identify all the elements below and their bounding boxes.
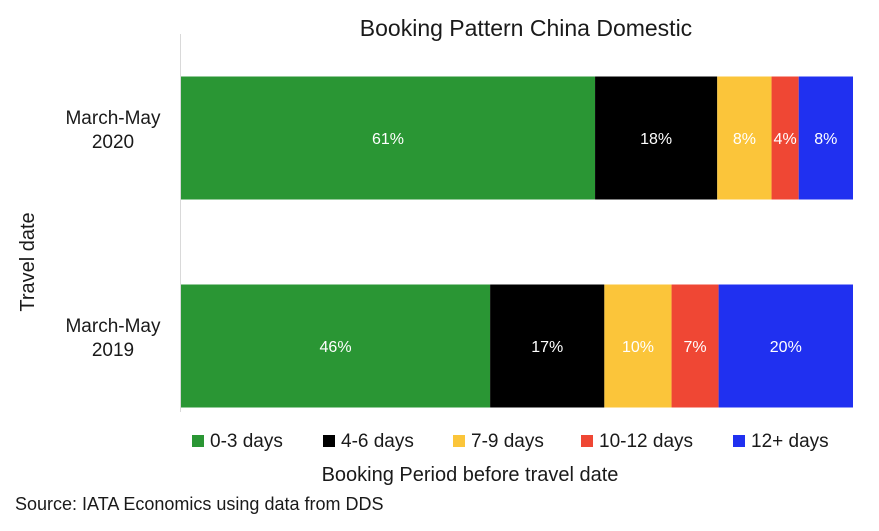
legend-swatch xyxy=(323,435,335,447)
data-label: 46% xyxy=(320,339,352,356)
bar-segment xyxy=(181,76,596,200)
legend-swatch xyxy=(192,435,204,447)
data-label: 8% xyxy=(814,131,837,148)
category-label: March-May 2020 xyxy=(65,108,161,153)
data-label: 4% xyxy=(774,131,797,148)
bar-segment xyxy=(604,284,672,408)
chart-title: Booking Pattern China Domestic xyxy=(360,15,692,41)
legend-label: 7-9 days xyxy=(471,431,544,452)
bar-segment xyxy=(718,284,853,408)
bar-segment xyxy=(595,76,718,200)
legend-label: 10-12 days xyxy=(599,431,693,452)
legend-label: 12+ days xyxy=(751,431,829,452)
bar-segment xyxy=(671,284,719,408)
bar-segment xyxy=(798,76,853,200)
data-label: 18% xyxy=(640,131,672,148)
legend-label: 0-3 days xyxy=(210,431,283,452)
bar-segment xyxy=(490,284,605,408)
data-labels-group: 61% 18% 8% 4% 8% 46% 17% 10% 7% 20% xyxy=(320,131,838,356)
legend-swatch xyxy=(733,435,745,447)
bar-segment xyxy=(771,76,799,200)
bar-segment xyxy=(717,76,772,200)
legend-swatch xyxy=(453,435,465,447)
x-axis-title: Booking Period before travel date xyxy=(322,464,619,486)
legend-swatch xyxy=(581,435,593,447)
category-label: March-May 2019 xyxy=(65,316,161,361)
data-label: 61% xyxy=(372,131,404,148)
bars-group xyxy=(181,76,853,408)
legend-label: 4-6 days xyxy=(341,431,414,452)
category-labels-group: March-May 2020 March-May 2019 xyxy=(65,108,161,361)
data-label: 17% xyxy=(531,339,563,356)
legend: 0-3 days 4-6 days 7-9 days 10-12 days 12+ da… xyxy=(192,431,829,452)
data-label: 10% xyxy=(622,339,654,356)
y-axis-title: Travel date xyxy=(17,212,39,311)
data-label: 7% xyxy=(684,339,707,356)
data-label: 20% xyxy=(770,339,802,356)
source-note: Source: IATA Economics using data from D… xyxy=(15,494,383,514)
bar-segment xyxy=(181,284,491,408)
data-label: 8% xyxy=(733,131,756,148)
